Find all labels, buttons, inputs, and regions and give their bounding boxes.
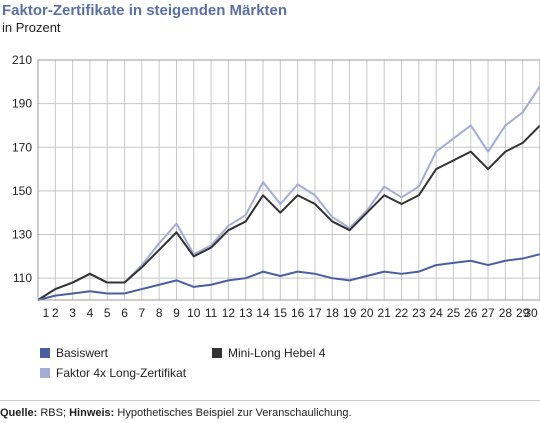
x-tick-label: 3 [69,306,76,320]
x-tick-label: 28 [499,306,513,320]
x-tick-label: 1 [43,306,50,320]
source-label: Quelle: [0,407,38,419]
x-tick-label: 23 [412,306,426,320]
y-axis-ticks: 110 130 150 170 190 210 [12,53,32,285]
legend-swatch-mini-long [212,348,222,358]
legend-item-mini-long: Mini-Long Hebel 4 [212,346,325,360]
x-axis-ticks: 1 2 3 4 5 6 7 8 9 10 11 12 13 14 15 16 17 18 19 20 21 22 23 24 2… [43,306,538,320]
x-tick-label: 11 [205,306,218,320]
legend-label-basiswert: Basiswert [56,346,109,360]
y-tick-label: 130 [12,228,32,242]
legend-swatch-basiswert [40,348,50,358]
x-tick-label: 19 [343,306,357,320]
x-tick-label: 14 [256,306,270,320]
x-tick-label: 4 [87,306,94,320]
legend-swatch-faktor [40,368,50,378]
legend-label-mini-long: Mini-Long Hebel 4 [228,346,326,360]
x-tick-label: 13 [239,306,253,320]
x-tick-label: 20 [360,306,374,320]
x-tick-label: 15 [274,306,288,320]
gridlines [38,59,540,300]
x-tick-label: 24 [429,306,443,320]
x-tick-label: 16 [291,306,305,320]
legend-item-basiswert: Basiswert [40,346,108,360]
x-tick-label: 12 [222,306,236,320]
x-tick-label: 29 [516,306,530,320]
x-tick-label: 22 [395,306,409,320]
note-value: Hypothetisches Beispiel zur Veranschauli… [114,407,352,419]
x-tick-label: 6 [121,306,128,320]
y-tick-label: 190 [12,97,32,111]
x-tick-label: 5 [104,306,111,320]
series-line-basiswert [37,253,540,301]
x-tick-label: 9 [173,306,180,320]
source-note: Quelle: RBS; Hinweis: Hypothetisches Bei… [0,407,352,419]
x-tick-label: 7 [139,306,146,320]
x-tick-label: 25 [447,306,461,320]
source-value: RBS; [37,407,70,419]
x-tick-label: 2 [52,306,59,320]
y-tick-label: 170 [12,140,32,154]
series-line-mini-long [37,124,540,301]
x-tick-label: 21 [378,306,392,320]
legend-label-faktor: Faktor 4x Long-Zertifikat [56,366,187,380]
chart-subtitle: in Prozent [2,20,61,35]
x-tick-label: 30 [524,306,538,320]
note-label: Hinweis: [69,407,115,419]
x-tick-label: 27 [481,306,495,320]
y-tick-label: 150 [12,184,32,198]
y-tick-label: 110 [13,271,32,285]
plot-frame [37,59,540,301]
legend-item-faktor: Faktor 4x Long-Zertifikat [40,366,186,380]
x-tick-label: 17 [308,306,322,320]
x-tick-label: 26 [464,306,478,320]
chart-title: Faktor-Zertifikate in steigenden Märkten [2,2,288,19]
y-tick-label: 210 [12,53,32,67]
series-line-faktor [37,85,540,301]
footer-divider [0,400,540,401]
series-lines [37,85,540,301]
x-tick-label: 10 [187,306,201,320]
x-tick-label: 18 [326,306,340,320]
x-tick-label: 8 [156,306,163,320]
